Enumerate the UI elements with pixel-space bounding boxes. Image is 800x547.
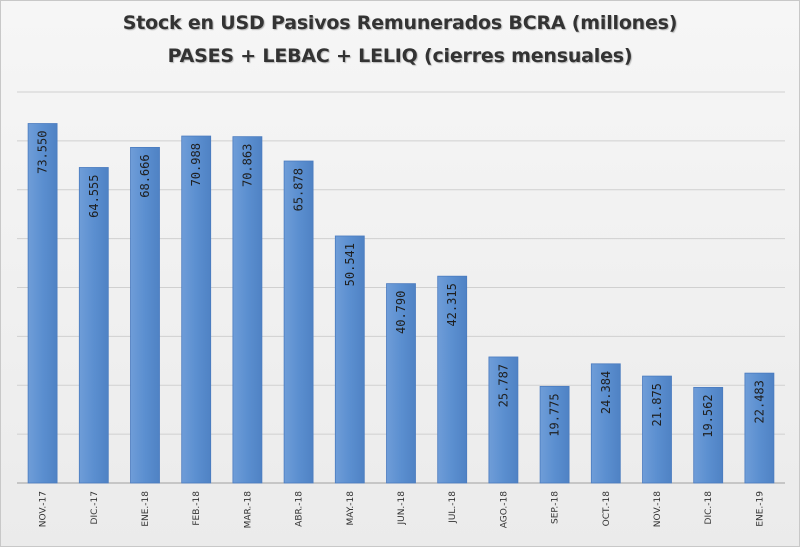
x-tick-label: MAY.-18 [346,491,356,526]
x-tick-label: SEP.-18 [551,491,561,524]
x-tick-label: FEB.-18 [192,491,202,526]
bar-dic-18 [693,386,724,484]
x-tick-labels: NOV.-17 DIC.-17 ENE.-18 FEB.-18 MAR.-18 ABR.-… [39,491,766,529]
bar-ago-18 [488,356,519,484]
bar-jun-18 [386,283,416,484]
x-tick-label: ENE.-18 [141,491,151,527]
bar-oct-18 [590,363,621,484]
data-label: 68.666 [138,154,152,197]
data-label: 50.541 [343,243,357,286]
data-label: 65.878 [292,168,306,211]
x-tick-label: OCT.-18 [602,491,612,527]
data-label: 70.988 [189,143,203,186]
bar-feb-18 [181,135,212,484]
data-label: 21.875 [650,383,664,426]
bar-nov-17 [27,123,58,484]
data-label: 22.483 [752,380,766,423]
x-tick-label: DIC.-18 [704,491,714,525]
data-label: 19.775 [548,393,562,436]
x-tick-label: JUL.-18 [448,491,458,524]
data-label: 64.555 [87,174,101,217]
bar-dic-17 [78,167,109,484]
x-tick-label: DIC.-17 [90,491,100,524]
bar-jul-18 [437,275,468,484]
bar-ene-18 [130,146,160,484]
bar-ene-19 [744,372,775,484]
bar-sep-18 [539,385,570,484]
data-label: 73.550 [36,131,50,174]
x-tick-label: ABR.-18 [295,491,305,527]
x-tick-label: ENE.-19 [755,491,765,527]
bar-may-18 [334,235,365,484]
chart-title: Stock en USD Pasivos Remunerados BCRA (m… [122,12,678,34]
data-label: 24.384 [599,371,613,414]
bars [27,123,775,484]
x-tick-label: NOV.-17 [39,491,49,527]
data-label: 25.787 [496,364,510,407]
bar-nov-18 [642,375,672,484]
x-tick-label: MAR.-18 [243,491,253,529]
bar-mar-18 [232,136,263,484]
data-label: 19.562 [701,394,715,437]
x-tick-label: NOV.-18 [653,491,663,527]
chart-subtitle: PASES + LEBAC + LELIQ (cierres mensuales… [167,45,633,67]
data-label: 40.790 [394,291,408,334]
data-label: 70.863 [240,144,254,187]
x-tick-label: AGO.-18 [499,491,509,529]
data-labels: 73.550 64.555 68.666 70.988 70.863 65.878 50.5… [36,131,767,438]
data-label: 42.315 [445,283,459,326]
x-tick-label: JUN.-18 [397,491,407,526]
bar-abr-18 [283,160,314,484]
